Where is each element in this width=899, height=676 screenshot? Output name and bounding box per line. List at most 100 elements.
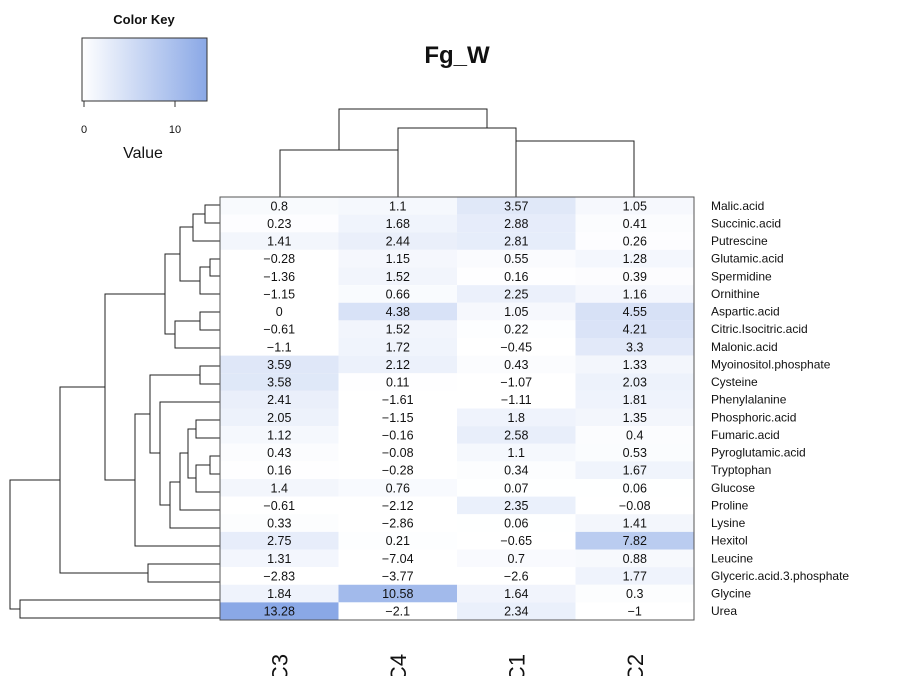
heatmap-cell-label: −0.65 [500, 534, 532, 548]
column-label: C2 [623, 654, 648, 676]
row-label: Cysteine [711, 375, 758, 389]
heatmap-cell-label: −2.12 [382, 499, 414, 513]
row-dendrogram-m3 [209, 258, 220, 277]
heatmap-cell-C2-Ornithine [575, 285, 694, 303]
heatmap-cell-C4-Cysteine [338, 373, 457, 391]
heatmap-cell-label: 0.16 [504, 270, 528, 284]
heatmap-cell-label: −0.16 [382, 428, 414, 442]
heatmap-cell-label: −1.15 [263, 287, 295, 301]
heatmap-cell-C1-Phenylalanine [457, 390, 576, 409]
row-label: Pyroglutamic.acid [711, 446, 806, 460]
heatmap-cells [220, 197, 694, 620]
heatmap-cell-C1-Tryptophan [457, 461, 576, 479]
row-dendrogram-m17 [149, 374, 200, 454]
heatmap-cell-C3-Hexitol [220, 531, 339, 550]
heatmap-cell-label: −0.28 [382, 464, 414, 478]
heatmap-cell-C3-Malic.acid [220, 197, 339, 215]
heatmap-cell-C1-Urea [457, 602, 576, 620]
heatmap-cell-C3-Urea [220, 602, 339, 620]
row-dendrogram-m15 [169, 481, 220, 529]
color-key-label: Value [123, 145, 163, 162]
column-label: C3 [267, 654, 292, 676]
heatmap-cell-label: 0.88 [623, 552, 647, 566]
heatmap-cell-C4-Myoinositol.phosphate [338, 355, 457, 374]
heatmap-cell-C1-Malic.acid [457, 197, 576, 215]
row-dendrogram-m2 [192, 213, 220, 242]
heatmap-cell-C2-Aspartic.acid [575, 302, 694, 321]
column-dendrogram-left-join [279, 149, 399, 197]
heatmap-cell-C3-Malonic.acid [220, 338, 339, 356]
heatmap-cell-C3-Spermidine [220, 267, 339, 286]
heatmap-cell-label: 3.3 [626, 340, 643, 354]
heatmap-cell-label: 0.33 [267, 517, 291, 531]
heatmap-cell-C3-Myoinositol.phosphate [220, 355, 339, 374]
heatmap-cell-label: −2.6 [504, 569, 529, 583]
heatmap-cell-label: 1.84 [267, 587, 291, 601]
heatmap-cell-label: −0.61 [263, 499, 295, 513]
heatmap-cell-C1-Succinic.acid [457, 214, 576, 233]
heatmap-cell-C3-Fumaric.acid [220, 426, 339, 444]
heatmap-cell-label: −3.77 [382, 569, 414, 583]
heatmap-cell-C3-Phosphoric.acid [220, 408, 339, 427]
heatmap-cell-C1-Cysteine [457, 373, 576, 391]
row-label: Glucose [711, 481, 755, 495]
heatmap-cell-C2-Spermidine [575, 267, 694, 286]
heatmap-cell-C2-Proline [575, 496, 694, 515]
heatmap-cell-C2-Phenylalanine [575, 390, 694, 409]
row-label: Phosphoric.acid [711, 410, 796, 424]
heatmap-cell-C3-Pyroglutamic.acid [220, 443, 339, 462]
heatmap-cell-C1-Ornithine [457, 285, 576, 303]
heatmap-cell-label: 1.77 [623, 569, 647, 583]
heatmap-cell-C1-Fumaric.acid [457, 426, 576, 444]
heatmap-cell-C4-Putrescine [338, 232, 457, 250]
heatmap-cell-label: 0 [276, 305, 283, 319]
heatmap-cell-C1-Lysine [457, 514, 576, 532]
heatmap-cell-label: 0.11 [386, 376, 409, 390]
row-label: Putrescine [711, 234, 768, 248]
heatmap-cell-C4-Fumaric.acid [338, 426, 457, 444]
heatmap-cell-C1-Hexitol [457, 531, 576, 550]
row-label: Fumaric.acid [711, 428, 780, 442]
heatmap-cell-C4-Ornithine [338, 285, 457, 303]
heatmap-cell-C2-Glyceric.acid.3.phosphate [575, 567, 694, 585]
heatmap-cell-C2-Hexitol [575, 531, 694, 550]
heatmap-cell-C3-Glutamic.acid [220, 249, 339, 268]
heatmap-cell-label: 2.44 [386, 235, 410, 249]
row-label: Spermidine [711, 269, 772, 283]
chart-title: Fg_W [424, 42, 490, 69]
heatmap-cell-label: 0.43 [267, 446, 291, 460]
row-dendrogram-m13 [187, 428, 196, 479]
heatmap-cell-label: 0.76 [386, 481, 410, 495]
heatmap-cell-label: 2.12 [386, 358, 410, 372]
heatmap-cell-label: 0.21 [386, 534, 410, 548]
heatmap-cell-C3-Proline [220, 496, 339, 515]
heatmap-cell-label: 7.82 [623, 534, 647, 548]
heatmap-cell-C4-Citric.Isocitric.acid [338, 320, 457, 338]
heatmap-cell-C3-Leucine [220, 549, 339, 568]
heatmap-cell-C3-Glycine [220, 584, 339, 603]
column-dendrogram [279, 108, 635, 197]
heatmap-cell-label: 1.05 [504, 305, 528, 319]
row-dendrogram-m1 [204, 204, 220, 224]
heatmap-cell-label: −0.08 [382, 446, 414, 460]
color-key-tick-label-10: 10 [169, 124, 181, 136]
heatmap-cell-label: 1.33 [623, 358, 647, 372]
heatmap-cell-label: 2.25 [504, 287, 528, 301]
heatmap-cell-C2-Putrescine [575, 232, 694, 250]
row-dendrogram-m14 [179, 452, 220, 511]
heatmap-cell-label: −0.08 [619, 499, 651, 513]
heatmap-cell-C3-Ornithine [220, 285, 339, 303]
heatmap-cell-C4-Phenylalanine [338, 390, 457, 409]
heatmap-cell-label: 0.43 [504, 358, 528, 372]
heatmap-cell-label: 1.41 [623, 517, 647, 531]
column-label: C4 [386, 654, 411, 676]
heatmap-cell-label: 0.34 [504, 464, 528, 478]
row-labels: Malic.acid Succinic.acid Putrescine Glutami… [711, 199, 849, 618]
row-dendrogram [9, 204, 220, 619]
heatmap-cell-label: 1.81 [623, 393, 647, 407]
heatmap-cell-label: 0.53 [623, 446, 647, 460]
heatmap-cell-label: 1.64 [504, 587, 528, 601]
heatmap-cell-C2-Myoinositol.phosphate [575, 355, 694, 374]
heatmap-cell-C4-Aspartic.acid [338, 302, 457, 321]
row-dendrogram-m22 [19, 599, 220, 619]
